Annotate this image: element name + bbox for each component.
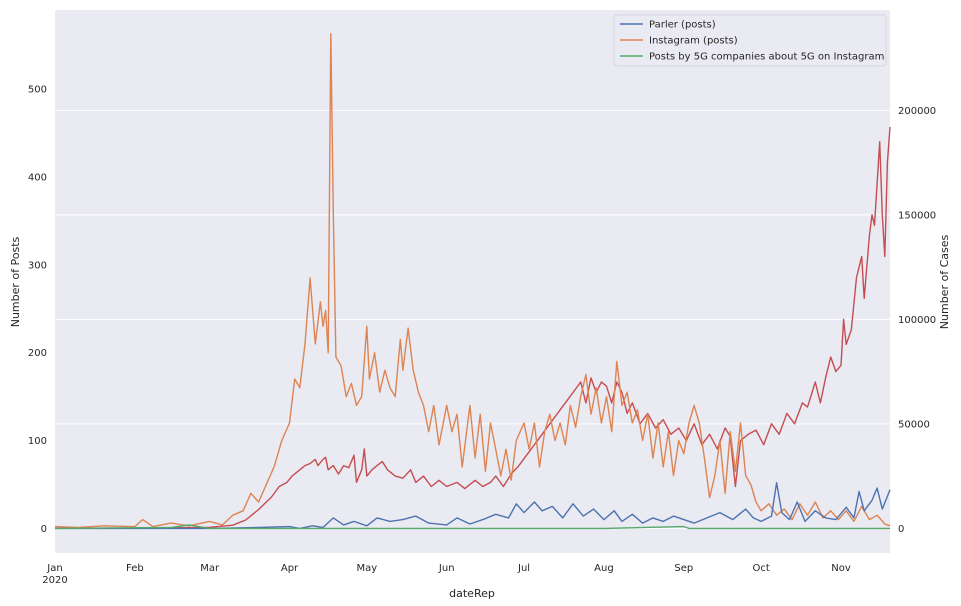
x-tick-label-mar: Mar (200, 563, 220, 574)
left-tick-label-4: 400 (28, 172, 47, 183)
legend-label-instagram: Instagram (posts) (649, 36, 738, 47)
x-tick-label-feb: Feb (126, 563, 144, 574)
right-tick-label-1: 50000 (898, 419, 930, 430)
x-tick-label-may: May (356, 563, 377, 574)
left-tick-label-3: 300 (28, 260, 47, 271)
x-tick-label-oct: Oct (752, 563, 769, 574)
legend-label-5g: Posts by 5G companies about 5G on Instag… (649, 52, 884, 63)
legend-box (613, 14, 887, 67)
fiveg-line (54, 524, 890, 530)
x-axis-label: dateRep (449, 587, 495, 600)
instagram-line (54, 33, 891, 529)
cases-line (55, 126, 891, 529)
left-tick-label-2: 200 (28, 348, 47, 359)
left-tick-label-5: 500 (28, 85, 47, 96)
right-tick-label-0: 0 (898, 524, 904, 535)
left-tick-label-1: 100 (28, 436, 47, 447)
left-axis-ticks: 0 100 200 300 400 500 (28, 85, 47, 535)
right-tick-label-2: 100000 (898, 315, 936, 326)
right-tick-label-3: 150000 (898, 210, 936, 221)
x-tick-sublabel: 2020 (42, 575, 67, 586)
left-tick-label-0: 0 (41, 524, 47, 535)
x-tick-label-aug: Aug (594, 563, 614, 574)
left-axis-label: Number of Posts (9, 236, 22, 327)
x-tick-label-jul: Jul (517, 563, 530, 574)
x-tick-label-jun: Jun (438, 563, 455, 574)
legend-label-parler: Parler (posts) (649, 20, 716, 31)
x-tick-label-jan: Jan (46, 563, 62, 574)
plot-background (55, 10, 890, 553)
x-tick-label-apr: Apr (281, 563, 299, 574)
series-lines (54, 33, 891, 530)
right-tick-label-4: 200000 (898, 106, 936, 117)
parler-line (55, 482, 891, 530)
x-tick-label-nov: Nov (831, 563, 851, 574)
x-tick-label-sep: Sep (674, 563, 693, 574)
legend: Parler (posts) Instagram (posts) Posts b… (613, 14, 887, 67)
right-axis-label: Number of Cases (938, 235, 951, 330)
right-axis-ticks: 0 50000 100000 150000 200000 (898, 106, 936, 535)
